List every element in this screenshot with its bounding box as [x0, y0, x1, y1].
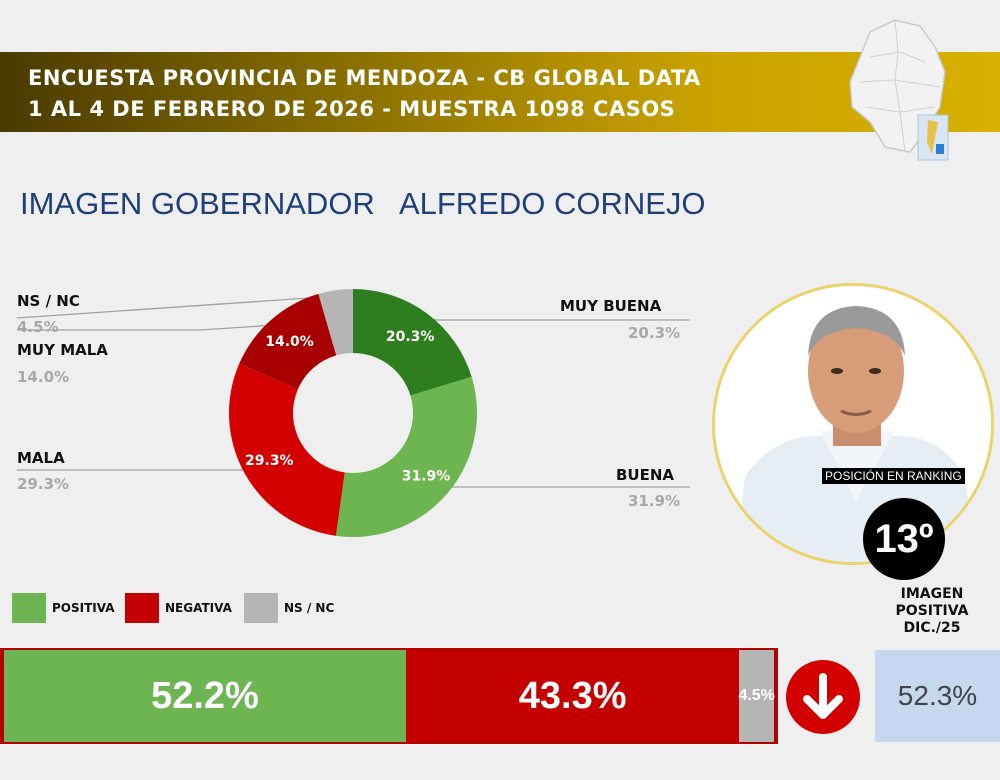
header-line-2: 1 AL 4 DE FEBRERO DE 2026 - MUESTRA 1098… [28, 97, 676, 121]
donut-slice-buena [335, 376, 477, 537]
legend-item-negativa: NEGATIVA [125, 593, 232, 623]
donut-label-muy-mala: 14.0% [265, 334, 314, 350]
arrow-down-icon [786, 660, 860, 734]
legend-swatch-ns-nc [244, 593, 278, 623]
label-buena: BUENA [616, 466, 675, 484]
donut-slice-muy-buena [353, 289, 472, 396]
header-banner: ENCUESTA PROVINCIA DE MENDOZA - CB GLOBA… [0, 52, 1000, 132]
value-mala: 29.3% [17, 475, 70, 493]
legend-swatch-negativa [125, 593, 159, 623]
donut-slice-ns-nc [318, 289, 353, 356]
header-line-1: ENCUESTA PROVINCIA DE MENDOZA - CB GLOBA… [28, 66, 701, 90]
leader-line-muy-mala [17, 324, 277, 331]
donut-slices [229, 289, 477, 537]
ranking-label: POSICIÓN EN RANKING [822, 468, 965, 484]
label-ns-nc: NS / NC [17, 292, 80, 310]
label-mala: MALA [17, 449, 65, 467]
previous-image-title: IMAGEN POSITIVA DIC./25 [895, 586, 969, 636]
value-muy-buena: 20.3% [628, 324, 681, 342]
bar-label-negativa: 43.3% [518, 674, 627, 717]
mendoza-map-icon [840, 12, 960, 162]
legend-label-ns-nc: NS / NC [284, 601, 335, 615]
value-ns-nc: 4.5% [17, 318, 59, 336]
bar-segment-positiva: 52.2% [4, 650, 406, 742]
bar-label-positiva: 52.2% [151, 674, 259, 717]
legend-label-negativa: NEGATIVA [165, 601, 232, 615]
legend-item-positiva: POSITIVA [12, 593, 115, 623]
value-buena: 31.9% [628, 492, 681, 510]
leader-lines [16, 295, 690, 488]
donut-slice-labels: 20.3% 31.9% 29.3% 14.0% [245, 329, 450, 484]
donut-slice-mala [229, 363, 345, 536]
bar-label-ns-nc: 4.5% [738, 687, 775, 704]
label-muy-buena: MUY BUENA [560, 297, 662, 315]
value-muy-mala: 14.0% [17, 368, 70, 386]
previous-image-value: 52.3% [875, 650, 1000, 742]
leader-line-ns-nc [16, 295, 339, 319]
donut-label-muy-buena: 20.3% [386, 329, 435, 345]
legend-item-ns-nc: NS / NC [244, 593, 334, 623]
donut-label-buena: 31.9% [402, 468, 451, 484]
legend-label-positiva: POSITIVA [52, 601, 115, 615]
governor-photo [712, 283, 994, 565]
donut-label-mala: 29.3% [245, 453, 294, 469]
label-muy-mala: MUY MALA [17, 341, 108, 359]
legend-swatch-positiva [12, 593, 46, 623]
bar-segment-negativa: 43.3% [405, 650, 740, 742]
ranking-badge: 13º [863, 498, 945, 580]
bar-segment-ns-nc: 4.5% [738, 650, 775, 742]
chart-title: IMAGEN GOBERNADOR ALFREDO CORNEJO [20, 186, 706, 221]
donut-slice-muy-mala [239, 293, 337, 390]
